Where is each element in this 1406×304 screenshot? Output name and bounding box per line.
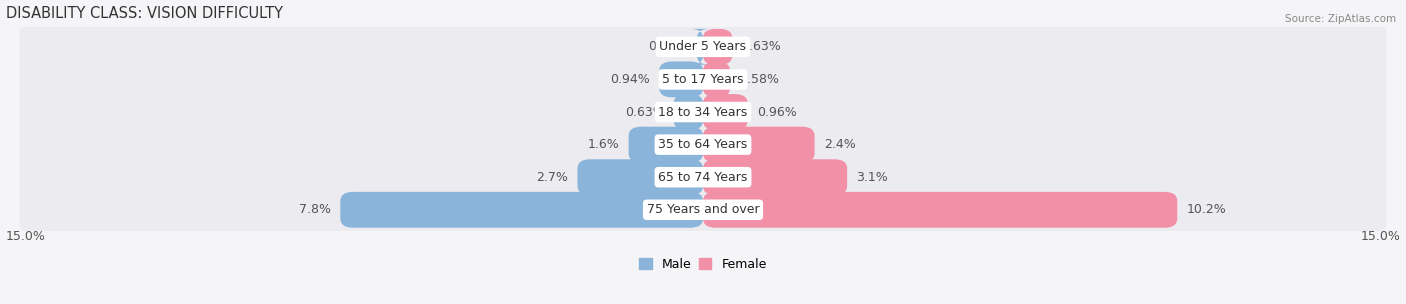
- Text: 35 to 64 Years: 35 to 64 Years: [658, 138, 748, 151]
- Text: 0.63%: 0.63%: [624, 105, 665, 119]
- FancyBboxPatch shape: [20, 184, 1386, 235]
- Text: 1.6%: 1.6%: [588, 138, 619, 151]
- FancyBboxPatch shape: [703, 192, 1177, 228]
- Text: 15.0%: 15.0%: [6, 230, 45, 243]
- Text: Under 5 Years: Under 5 Years: [659, 40, 747, 53]
- FancyBboxPatch shape: [673, 94, 703, 130]
- Text: 0.96%: 0.96%: [756, 105, 797, 119]
- Text: 0.94%: 0.94%: [610, 73, 650, 86]
- FancyBboxPatch shape: [703, 159, 848, 195]
- Text: 2.7%: 2.7%: [536, 171, 568, 184]
- FancyBboxPatch shape: [20, 119, 1386, 170]
- FancyBboxPatch shape: [703, 29, 733, 65]
- FancyBboxPatch shape: [703, 61, 730, 97]
- Text: 0.13%: 0.13%: [648, 40, 688, 53]
- Text: 7.8%: 7.8%: [299, 203, 330, 216]
- Legend: Male, Female: Male, Female: [634, 253, 772, 276]
- Text: 0.63%: 0.63%: [741, 40, 782, 53]
- Text: 3.1%: 3.1%: [856, 171, 889, 184]
- FancyBboxPatch shape: [703, 127, 814, 163]
- FancyBboxPatch shape: [340, 192, 703, 228]
- FancyBboxPatch shape: [20, 21, 1386, 72]
- FancyBboxPatch shape: [690, 29, 710, 65]
- Text: Source: ZipAtlas.com: Source: ZipAtlas.com: [1285, 14, 1396, 24]
- Text: 75 Years and over: 75 Years and over: [647, 203, 759, 216]
- FancyBboxPatch shape: [628, 127, 703, 163]
- Text: 65 to 74 Years: 65 to 74 Years: [658, 171, 748, 184]
- FancyBboxPatch shape: [20, 54, 1386, 105]
- Text: 5 to 17 Years: 5 to 17 Years: [662, 73, 744, 86]
- FancyBboxPatch shape: [703, 94, 748, 130]
- FancyBboxPatch shape: [659, 61, 703, 97]
- Text: 15.0%: 15.0%: [1361, 230, 1400, 243]
- FancyBboxPatch shape: [20, 87, 1386, 137]
- Text: DISABILITY CLASS: VISION DIFFICULTY: DISABILITY CLASS: VISION DIFFICULTY: [6, 5, 283, 21]
- Text: 2.4%: 2.4%: [824, 138, 856, 151]
- Text: 0.58%: 0.58%: [740, 73, 779, 86]
- Text: 18 to 34 Years: 18 to 34 Years: [658, 105, 748, 119]
- FancyBboxPatch shape: [578, 159, 703, 195]
- FancyBboxPatch shape: [20, 152, 1386, 203]
- Text: 10.2%: 10.2%: [1187, 203, 1226, 216]
